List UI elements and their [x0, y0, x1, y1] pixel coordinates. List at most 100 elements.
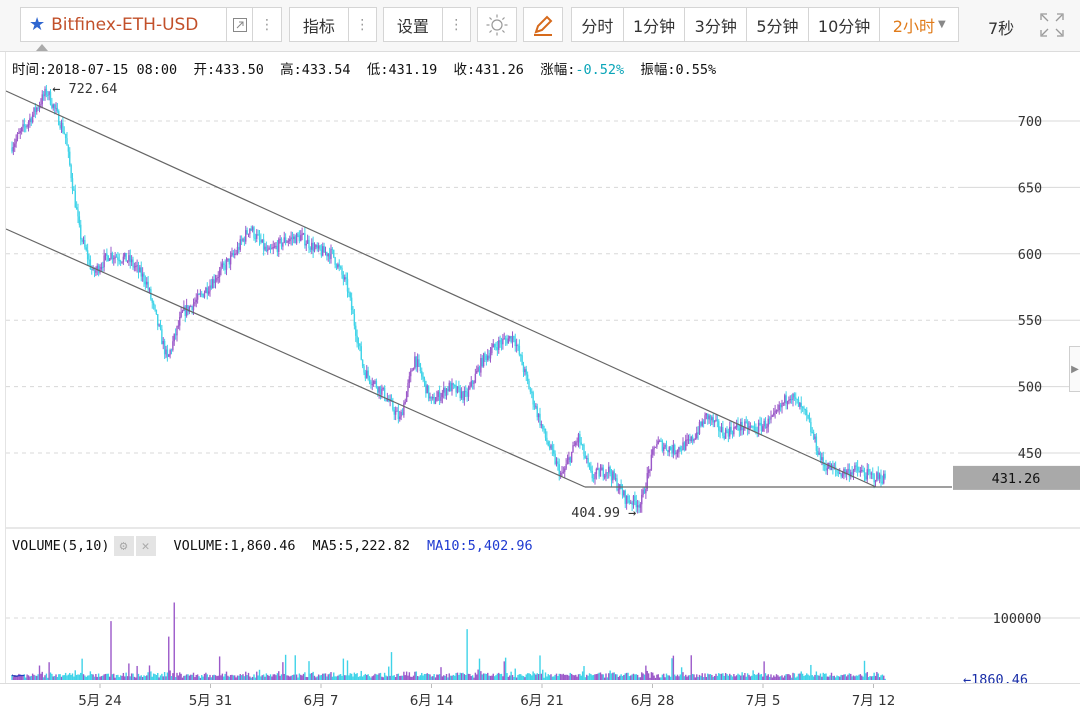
- volume-bar: [808, 675, 811, 680]
- volume-bar: [268, 676, 270, 680]
- volume-bar: [81, 658, 83, 680]
- candle-body: [718, 421, 720, 431]
- volume-bar: [368, 676, 371, 680]
- volume-gridlines: 100000: [6, 527, 1080, 627]
- period-tab-10min[interactable]: 10分钟: [809, 8, 881, 41]
- volume-bar: [862, 676, 864, 680]
- time-tick-label: 7月 12: [852, 693, 896, 709]
- volume-bar: [484, 673, 486, 680]
- volume-bar: [833, 675, 835, 680]
- volume-settings-gear-icon[interactable]: ⚙: [113, 536, 134, 556]
- candle-body: [401, 411, 404, 416]
- candle-body: [678, 447, 680, 453]
- settings-button[interactable]: 设置 ⋮: [383, 7, 471, 42]
- volume-bar: [19, 674, 21, 680]
- volume-bar: [872, 676, 874, 680]
- candle-body: [577, 434, 580, 442]
- candle-body: [737, 423, 739, 429]
- symbol-menu-dots-icon[interactable]: ⋮: [260, 16, 274, 33]
- candle-body: [543, 428, 545, 430]
- volume-bar: [436, 674, 438, 680]
- candle-body: [440, 397, 442, 401]
- annotations-layer: ← 722.64 404.99 → 431.26 ←1860.46: [52, 81, 1080, 688]
- volume-bar: [771, 677, 774, 680]
- candle-body: [764, 420, 767, 429]
- candle-body: [404, 401, 406, 404]
- volume-bar: [840, 674, 842, 680]
- symbol-selector[interactable]: ★ Bitfinex-ETH-USD ⋮: [20, 7, 282, 42]
- volume-bar: [261, 675, 263, 680]
- volume-bar: [528, 673, 530, 680]
- volume-bar: [187, 674, 189, 680]
- volume-bar: [513, 676, 515, 680]
- volume-bar: [460, 673, 463, 680]
- volume-close-icon[interactable]: ✕: [135, 536, 156, 556]
- candle-body: [73, 189, 75, 191]
- open-external-icon[interactable]: [227, 8, 253, 41]
- candle-body: [339, 266, 342, 268]
- volume-indicator-name[interactable]: VOLUME(5,10): [12, 538, 110, 554]
- fullscreen-button[interactable]: [1033, 7, 1071, 42]
- candle-body: [60, 122, 63, 129]
- candle-body: [444, 387, 446, 396]
- draw-tool-button[interactable]: [523, 7, 563, 42]
- volume-bar: [236, 675, 239, 680]
- period-tab-time[interactable]: 分时: [572, 8, 624, 41]
- volume-bar: [49, 672, 52, 680]
- volume-bar: [126, 676, 129, 680]
- candle-body: [448, 382, 450, 392]
- volume-bar: [654, 677, 657, 680]
- period-tab-2h[interactable]: 2小时 ▼: [880, 8, 958, 41]
- candle-body: [610, 473, 613, 481]
- settings-menu-dots-icon[interactable]: ⋮: [449, 16, 464, 33]
- volume-bar: [704, 673, 706, 680]
- volume-bar: [239, 674, 241, 680]
- candle-body: [804, 408, 807, 411]
- indicators-menu-dots-icon[interactable]: ⋮: [355, 16, 370, 33]
- volume-bar: [748, 674, 750, 680]
- candle-body: [148, 289, 151, 291]
- candle-body: [434, 401, 437, 404]
- candle-body: [856, 466, 859, 471]
- candle-body: [711, 417, 713, 421]
- volume-bar: [766, 675, 768, 680]
- symbol-field[interactable]: ★ Bitfinex-ETH-USD: [21, 8, 227, 41]
- candle-body: [876, 472, 878, 482]
- volume-bar: [806, 673, 808, 680]
- indicators-button[interactable]: 指标 ⋮: [289, 7, 377, 42]
- candle-body: [382, 387, 384, 390]
- candle-body: [851, 472, 853, 475]
- volume-bar: [643, 674, 646, 680]
- volume-bar: [731, 676, 734, 680]
- favorite-star-icon[interactable]: ★: [29, 14, 46, 35]
- candle-body: [192, 303, 195, 311]
- volume-bar: [405, 671, 408, 680]
- period-tab-3min[interactable]: 3分钟: [685, 8, 748, 41]
- volume-bar: [37, 674, 39, 680]
- candle-body: [768, 418, 771, 420]
- candle-body: [612, 471, 614, 481]
- candle-body: [381, 389, 383, 395]
- candle-body: [597, 468, 599, 470]
- volume-bar: [18, 673, 20, 680]
- candle-body: [848, 468, 851, 477]
- period-tab-1min[interactable]: 1分钟: [624, 8, 686, 41]
- volume-bar: [705, 676, 708, 680]
- volume-bar: [621, 675, 624, 680]
- side-panel-toggle[interactable]: ▶: [1069, 346, 1080, 392]
- theme-toggle-button[interactable]: [477, 7, 517, 42]
- candle-body: [284, 237, 287, 243]
- period-tab-5min[interactable]: 5分钟: [747, 8, 809, 41]
- volume-bar: [598, 672, 600, 680]
- volume-bar: [183, 675, 185, 680]
- candle-body: [469, 386, 471, 389]
- candle-body: [584, 455, 587, 459]
- volume-bar: [71, 673, 74, 680]
- volume-bar: [595, 674, 598, 680]
- volume-bar: [665, 673, 668, 680]
- candle-body: [755, 427, 757, 433]
- volume-bar: [740, 675, 742, 680]
- candle-body: [346, 278, 349, 292]
- candle-body: [276, 245, 279, 252]
